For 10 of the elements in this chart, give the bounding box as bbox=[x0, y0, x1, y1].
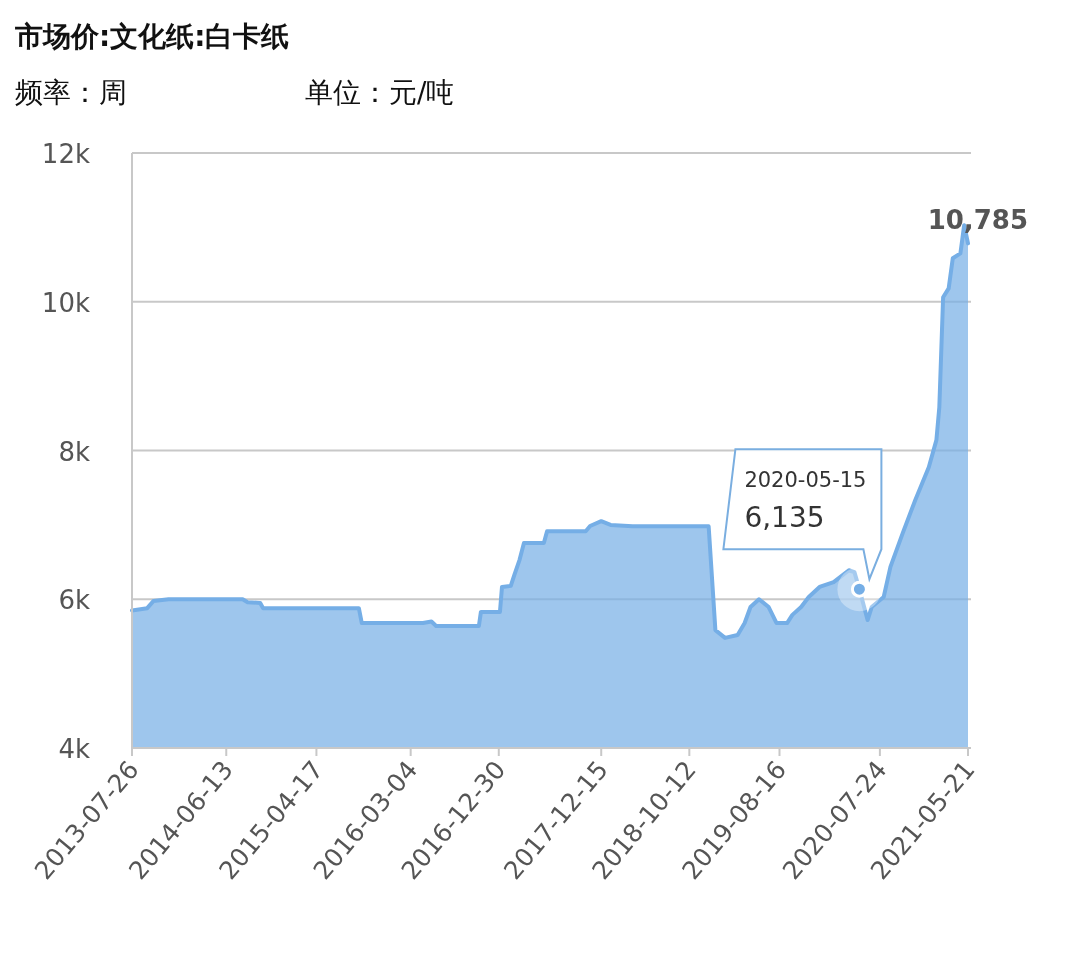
y-tick-label: 10k bbox=[41, 287, 90, 318]
y-tick-label: 12k bbox=[41, 139, 90, 169]
annotation: 10,785 bbox=[927, 205, 1028, 236]
y-tick-label: 4k bbox=[58, 734, 90, 764]
text: 频率：周 bbox=[15, 76, 127, 109]
text: 单位：元/吨 bbox=[305, 76, 455, 109]
annotation: 2020-05-15 6,135 bbox=[744, 468, 867, 535]
y-tick-label: 6k bbox=[58, 585, 90, 616]
y-tick-label: 8k bbox=[58, 436, 90, 467]
title: 市场价:文化纸:白卡纸 bbox=[15, 20, 290, 53]
